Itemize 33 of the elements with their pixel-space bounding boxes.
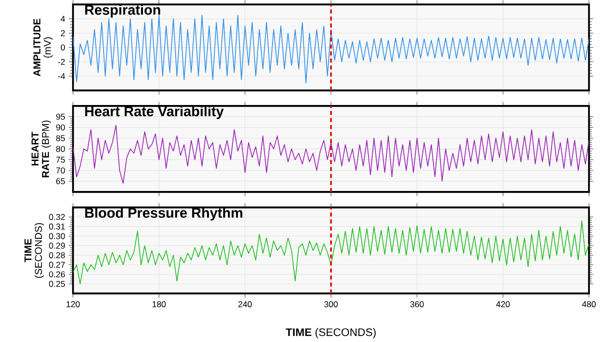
y-tick-label: 0.29	[49, 242, 65, 249]
y-tick-label: 0.30	[49, 233, 65, 240]
x-tick-label: 180	[152, 301, 166, 308]
y-tick-label: 95	[56, 114, 65, 120]
y-axis-title: TIME (SECONDS)	[24, 223, 44, 278]
x-tick-label: 420	[496, 301, 510, 308]
y-tick-label: 2	[60, 30, 65, 36]
y-tick-label: 0.27	[49, 262, 65, 268]
y-tick-label: 75	[56, 156, 65, 163]
y-tick-label: 80	[56, 146, 65, 152]
x-tick-label: 120	[66, 301, 80, 308]
y-tick-label: 0.31	[49, 224, 65, 230]
y-tick-label: 90	[56, 124, 65, 131]
y-tick-label: 85	[56, 135, 65, 142]
y-tick-label: 0.32	[49, 214, 65, 220]
chart-title: Heart Rate Variability	[85, 106, 224, 120]
x-tick-label: 300	[324, 301, 338, 308]
y-tick-label: -2	[58, 59, 65, 65]
x-tick-label: 240	[238, 301, 252, 308]
x-tick-label: 360	[410, 301, 424, 308]
y-tick-label: 70	[56, 168, 65, 174]
y-tick-label: 0.26	[49, 272, 65, 278]
y-tick-label: 0.28	[49, 252, 65, 258]
y-axis-title: AMPLITUDE (mV)	[33, 18, 53, 76]
x-tick-label: 480	[582, 301, 596, 308]
y-tick-label: 0.25	[49, 281, 65, 288]
y-tick-label: 4	[60, 16, 65, 22]
y-tick-label: 65	[56, 178, 65, 184]
chart-title: Blood Pressure Rhythm	[85, 208, 242, 221]
y-tick-label: 0	[60, 44, 65, 51]
x-axis-title: TIME (SECONDS)	[286, 328, 376, 338]
chart-title: Respiration	[85, 4, 160, 18]
y-tick-label: -4	[58, 73, 65, 80]
